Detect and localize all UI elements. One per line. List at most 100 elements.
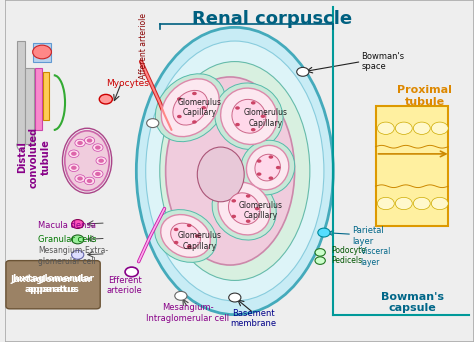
Circle shape — [187, 224, 191, 227]
Circle shape — [174, 228, 178, 231]
Ellipse shape — [75, 139, 85, 147]
Text: Bowman's
space: Bowman's space — [362, 52, 405, 71]
Ellipse shape — [93, 144, 103, 151]
Circle shape — [269, 155, 273, 159]
Text: Renal corpuscle: Renal corpuscle — [192, 10, 352, 28]
Circle shape — [395, 122, 412, 134]
Ellipse shape — [232, 100, 266, 133]
Circle shape — [72, 220, 84, 228]
FancyBboxPatch shape — [25, 68, 34, 144]
Circle shape — [192, 92, 197, 95]
Circle shape — [95, 172, 100, 176]
Ellipse shape — [161, 214, 210, 258]
Ellipse shape — [155, 210, 217, 262]
Circle shape — [431, 122, 448, 134]
Circle shape — [251, 101, 255, 105]
Circle shape — [71, 152, 77, 156]
Text: Visceral
layer: Visceral layer — [361, 248, 391, 267]
Circle shape — [72, 235, 84, 244]
Ellipse shape — [255, 154, 280, 181]
Ellipse shape — [246, 145, 289, 190]
Circle shape — [95, 145, 100, 149]
Circle shape — [201, 106, 206, 109]
Text: Juxtaglomerular
apparatus: Juxtaglomerular apparatus — [10, 275, 92, 294]
Circle shape — [235, 123, 240, 126]
Circle shape — [177, 115, 182, 118]
Text: Distal
convoluted
tubule: Distal convoluted tubule — [18, 127, 51, 188]
Circle shape — [195, 234, 200, 238]
Ellipse shape — [220, 88, 277, 144]
Circle shape — [231, 215, 236, 218]
Circle shape — [229, 293, 241, 302]
FancyBboxPatch shape — [6, 261, 100, 309]
Ellipse shape — [69, 164, 79, 172]
Circle shape — [318, 228, 330, 237]
Ellipse shape — [146, 41, 324, 301]
Text: Glomerulus
Capillary: Glomerulus Capillary — [238, 201, 283, 220]
Circle shape — [377, 197, 394, 210]
Ellipse shape — [93, 170, 103, 178]
Ellipse shape — [215, 83, 283, 149]
Circle shape — [269, 176, 273, 180]
Ellipse shape — [241, 140, 295, 195]
Ellipse shape — [218, 182, 270, 235]
Text: Proximal
tubule: Proximal tubule — [397, 85, 452, 107]
Text: Bowman's
capsule: Bowman's capsule — [381, 292, 444, 314]
Circle shape — [175, 291, 187, 300]
Text: Podocyte
Pedicels: Podocyte Pedicels — [331, 246, 366, 265]
Text: Macula densa: Macula densa — [38, 221, 96, 230]
Circle shape — [431, 197, 448, 210]
Ellipse shape — [84, 137, 95, 144]
Ellipse shape — [160, 62, 310, 280]
Ellipse shape — [65, 131, 109, 190]
FancyBboxPatch shape — [35, 68, 42, 130]
Text: Afferent arteriole: Afferent arteriole — [139, 13, 148, 79]
Ellipse shape — [212, 177, 276, 240]
Circle shape — [261, 115, 265, 118]
Ellipse shape — [75, 175, 85, 182]
Ellipse shape — [171, 223, 201, 249]
Circle shape — [377, 122, 394, 134]
Ellipse shape — [69, 150, 79, 157]
FancyBboxPatch shape — [17, 41, 25, 144]
Circle shape — [77, 141, 83, 145]
Text: Basement
membrane: Basement membrane — [230, 309, 277, 328]
Text: Parietal
layer: Parietal layer — [352, 226, 384, 246]
Text: Glomerulus
Capillary: Glomerulus Capillary — [178, 232, 222, 251]
Circle shape — [72, 250, 84, 259]
Circle shape — [125, 267, 138, 277]
Circle shape — [231, 199, 236, 202]
Ellipse shape — [96, 157, 106, 165]
Circle shape — [98, 159, 104, 163]
Circle shape — [177, 97, 182, 101]
Circle shape — [99, 94, 112, 104]
Circle shape — [235, 106, 240, 110]
Ellipse shape — [228, 193, 260, 224]
Circle shape — [276, 166, 281, 169]
Ellipse shape — [197, 147, 244, 202]
Circle shape — [257, 172, 262, 176]
FancyBboxPatch shape — [33, 43, 51, 62]
Text: Glomerulus
Capillary: Glomerulus Capillary — [243, 108, 287, 128]
Circle shape — [146, 119, 159, 128]
Text: Efferent
arteriole: Efferent arteriole — [107, 276, 143, 295]
Circle shape — [246, 194, 251, 198]
Circle shape — [315, 249, 325, 256]
Ellipse shape — [165, 77, 295, 265]
Text: Myocytes: Myocytes — [106, 79, 149, 88]
Ellipse shape — [161, 79, 219, 137]
Circle shape — [251, 128, 255, 131]
Circle shape — [257, 159, 262, 163]
Circle shape — [187, 245, 191, 248]
FancyBboxPatch shape — [43, 72, 49, 120]
Text: Juxtaglomerular
apparatus: Juxtaglomerular apparatus — [12, 274, 94, 293]
Circle shape — [192, 120, 197, 124]
FancyBboxPatch shape — [375, 106, 448, 226]
Ellipse shape — [84, 177, 95, 185]
Circle shape — [255, 207, 259, 210]
Circle shape — [77, 176, 83, 181]
Text: Glomerulus
Capillary: Glomerulus Capillary — [178, 98, 222, 117]
Ellipse shape — [173, 90, 208, 125]
FancyBboxPatch shape — [5, 0, 474, 342]
Circle shape — [33, 45, 52, 59]
